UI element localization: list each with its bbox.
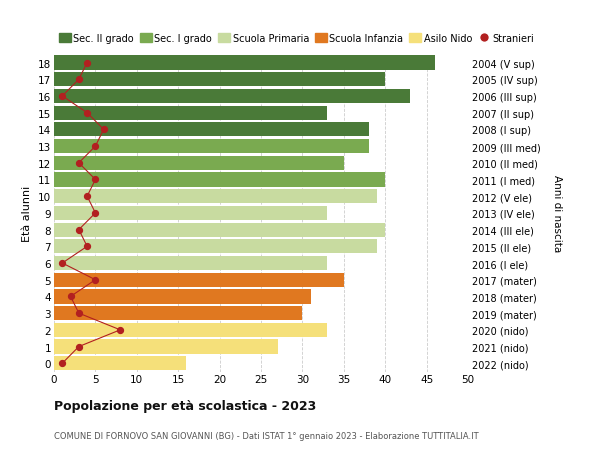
Bar	[54, 123, 368, 137]
Point	[82, 110, 92, 117]
Point	[74, 76, 83, 84]
Text: Popolazione per età scolastica - 2023: Popolazione per età scolastica - 2023	[54, 399, 316, 412]
Point	[58, 360, 67, 367]
Bar	[54, 323, 327, 337]
Point	[82, 243, 92, 251]
Point	[74, 343, 83, 351]
Bar	[54, 223, 385, 237]
Bar	[54, 356, 187, 370]
Point	[74, 160, 83, 167]
Bar	[54, 106, 327, 121]
Y-axis label: Anni di nascita: Anni di nascita	[552, 175, 562, 252]
Point	[74, 226, 83, 234]
Bar	[54, 157, 344, 170]
Legend: Sec. II grado, Sec. I grado, Scuola Primaria, Scuola Infanzia, Asilo Nido, Stran: Sec. II grado, Sec. I grado, Scuola Prim…	[59, 34, 535, 44]
Bar	[54, 190, 377, 204]
Bar	[54, 290, 311, 304]
Bar	[54, 257, 327, 270]
Point	[66, 293, 76, 301]
Point	[58, 260, 67, 267]
Bar	[54, 340, 278, 354]
Point	[115, 326, 125, 334]
Bar	[54, 273, 344, 287]
Text: COMUNE DI FORNOVO SAN GIOVANNI (BG) - Dati ISTAT 1° gennaio 2023 - Elaborazione : COMUNE DI FORNOVO SAN GIOVANNI (BG) - Da…	[54, 431, 479, 441]
Bar	[54, 56, 435, 71]
Bar	[54, 90, 410, 104]
Bar	[54, 306, 302, 320]
Bar	[54, 173, 385, 187]
Point	[91, 276, 100, 284]
Bar	[54, 240, 377, 254]
Point	[82, 60, 92, 67]
Bar	[54, 73, 385, 87]
Point	[91, 143, 100, 151]
Point	[82, 193, 92, 201]
Bar	[54, 207, 327, 220]
Point	[91, 210, 100, 217]
Point	[58, 93, 67, 101]
Point	[91, 176, 100, 184]
Point	[74, 310, 83, 317]
Point	[99, 126, 109, 134]
Bar	[54, 140, 368, 154]
Y-axis label: Età alunni: Età alunni	[22, 185, 32, 241]
